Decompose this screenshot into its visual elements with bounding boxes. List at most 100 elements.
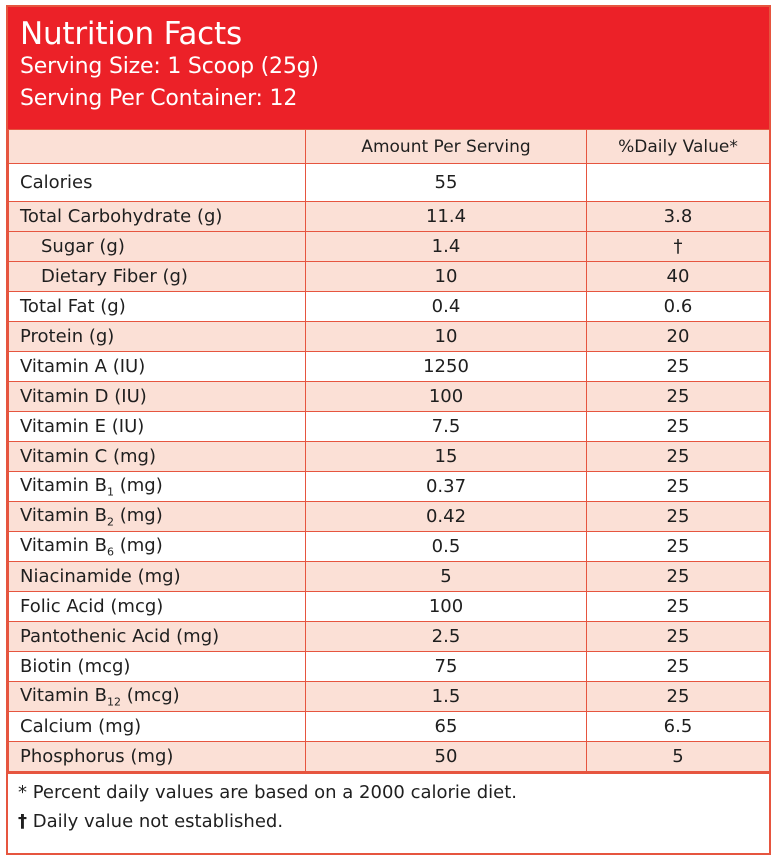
nutrient-amount: 2.5 bbox=[305, 621, 587, 652]
table-row-total-carbohydrate: Total Carbohydrate (g) 11.4 3.8 bbox=[8, 201, 770, 232]
table-row-calories: Calories 55 bbox=[8, 163, 770, 202]
nutrient-daily-value: 0.6 bbox=[586, 291, 770, 322]
nutrient-amount: 65 bbox=[305, 711, 587, 742]
nutrient-name-subscript: 12 bbox=[107, 695, 122, 709]
nutrient-name: Vitamin A (IU) bbox=[8, 351, 306, 382]
table-row-total-fat: Total Fat (g) 0.4 0.6 bbox=[8, 291, 770, 322]
table-row-vitamin-b12: Vitamin B12 (mcg) 1.5 25 bbox=[8, 681, 770, 712]
nutrient-name: Vitamin D (IU) bbox=[8, 381, 306, 412]
nutrient-daily-value: 40 bbox=[586, 261, 770, 292]
nutrient-name: Sugar (g) bbox=[8, 231, 306, 262]
nutrient-name: Protein (g) bbox=[8, 321, 306, 352]
nutrient-name: Total Fat (g) bbox=[8, 291, 306, 322]
nutrient-name-suffix: (mg) bbox=[114, 534, 163, 556]
table-row-vitamin-c: Vitamin C (mg) 15 25 bbox=[8, 441, 770, 472]
nutrient-daily-value: † bbox=[586, 231, 770, 262]
nutrient-amount: 1.4 bbox=[305, 231, 587, 262]
nutrient-amount: 0.5 bbox=[305, 531, 587, 562]
nutrient-name: Folic Acid (mcg) bbox=[8, 591, 306, 622]
nutrient-amount: 15 bbox=[305, 441, 587, 472]
nutrient-name: Dietary Fiber (g) bbox=[8, 261, 306, 292]
nutrient-name-prefix: Vitamin B bbox=[20, 504, 108, 526]
nutrient-name: Vitamin C (mg) bbox=[8, 441, 306, 472]
label-header: Nutrition Facts Serving Size: 1 Scoop (2… bbox=[8, 7, 769, 129]
dagger-symbol: † bbox=[18, 811, 27, 832]
nutrient-daily-value: 5 bbox=[586, 741, 770, 772]
nutrient-daily-value: 20 bbox=[586, 321, 770, 352]
nutrient-amount: 11.4 bbox=[305, 201, 587, 232]
nutrient-name-subscript: 6 bbox=[107, 545, 115, 559]
table-row-biotin: Biotin (mcg) 75 25 bbox=[8, 651, 770, 682]
footnote-percent-daily: * Percent daily values are based on a 20… bbox=[18, 782, 517, 803]
table-row-pantothenic-acid: Pantothenic Acid (mg) 2.5 25 bbox=[8, 621, 770, 652]
nutrient-name: Vitamin B2 (mg) bbox=[8, 501, 306, 532]
label-title: Nutrition Facts bbox=[20, 16, 242, 52]
nutrient-name: Calcium (mg) bbox=[8, 711, 306, 742]
label-footer: * Percent daily values are based on a 20… bbox=[8, 772, 769, 836]
footnote-dagger-text: Daily value not established. bbox=[27, 811, 284, 832]
nutrient-name-suffix: (mcg) bbox=[121, 684, 180, 706]
nutrient-name-subscript: 1 bbox=[107, 485, 115, 499]
nutrient-name-prefix: Vitamin B bbox=[20, 474, 108, 496]
footnote-dagger: † Daily value not established. bbox=[18, 807, 769, 836]
table-row-calcium: Calcium (mg) 65 6.5 bbox=[8, 711, 770, 742]
nutrient-daily-value: 25 bbox=[586, 561, 770, 592]
nutrient-name: Phosphorus (mg) bbox=[8, 741, 306, 772]
nutrient-amount: 0.42 bbox=[305, 501, 587, 532]
nutrient-daily-value: 25 bbox=[586, 381, 770, 412]
nutrition-facts-label: Nutrition Facts Serving Size: 1 Scoop (2… bbox=[6, 5, 771, 855]
column-header-amount: Amount Per Serving bbox=[305, 129, 587, 164]
nutrient-amount: 10 bbox=[305, 321, 587, 352]
nutrient-daily-value: 25 bbox=[586, 441, 770, 472]
table-row-vitamin-e: Vitamin E (IU) 7.5 25 bbox=[8, 411, 770, 442]
nutrient-amount: 1250 bbox=[305, 351, 587, 382]
nutrient-daily-value bbox=[586, 163, 770, 202]
column-header-daily-value: %Daily Value* bbox=[586, 129, 770, 164]
nutrient-daily-value: 25 bbox=[586, 591, 770, 622]
table-row-sugar: Sugar (g) 1.4 † bbox=[8, 231, 770, 262]
table-row-protein: Protein (g) 10 20 bbox=[8, 321, 770, 352]
nutrient-amount: 5 bbox=[305, 561, 587, 592]
nutrient-daily-value: 25 bbox=[586, 501, 770, 532]
nutrient-name: Pantothenic Acid (mg) bbox=[8, 621, 306, 652]
nutrient-amount: 100 bbox=[305, 591, 587, 622]
nutrient-daily-value: 3.8 bbox=[586, 201, 770, 232]
table-row-vitamin-b6: Vitamin B6 (mg) 0.5 25 bbox=[8, 531, 770, 562]
table-row-vitamin-d: Vitamin D (IU) 100 25 bbox=[8, 381, 770, 412]
table-row-vitamin-a: Vitamin A (IU) 1250 25 bbox=[8, 351, 770, 382]
nutrient-amount: 1.5 bbox=[305, 681, 587, 712]
nutrient-amount: 55 bbox=[305, 163, 587, 202]
nutrient-name: Niacinamide (mg) bbox=[8, 561, 306, 592]
nutrient-amount: 75 bbox=[305, 651, 587, 682]
nutrient-name-suffix: (mg) bbox=[114, 504, 163, 526]
nutrient-table: Amount Per Serving %Daily Value* Calorie… bbox=[8, 129, 770, 772]
nutrient-amount: 100 bbox=[305, 381, 587, 412]
nutrient-daily-value: 6.5 bbox=[586, 711, 770, 742]
nutrient-name: Vitamin B12 (mcg) bbox=[8, 681, 306, 712]
nutrient-name-prefix: Vitamin B bbox=[20, 534, 108, 556]
nutrient-amount: 0.37 bbox=[305, 471, 587, 502]
nutrient-amount: 10 bbox=[305, 261, 587, 292]
nutrient-name-suffix: (mg) bbox=[114, 474, 163, 496]
servings-per-container: Serving Per Container: 12 bbox=[20, 86, 298, 111]
table-row-dietary-fiber: Dietary Fiber (g) 10 40 bbox=[8, 261, 770, 292]
nutrient-name-prefix: Vitamin B bbox=[20, 684, 108, 706]
nutrient-daily-value: 25 bbox=[586, 681, 770, 712]
nutrient-name: Vitamin B1 (mg) bbox=[8, 471, 306, 502]
nutrient-name: Biotin (mcg) bbox=[8, 651, 306, 682]
nutrient-daily-value: 25 bbox=[586, 531, 770, 562]
nutrient-name-subscript: 2 bbox=[107, 515, 115, 529]
nutrient-daily-value: 25 bbox=[586, 471, 770, 502]
table-row-phosphorus: Phosphorus (mg) 50 5 bbox=[8, 741, 770, 772]
nutrient-name: Vitamin E (IU) bbox=[8, 411, 306, 442]
table-row-niacinamide: Niacinamide (mg) 5 25 bbox=[8, 561, 770, 592]
nutrient-daily-value: 25 bbox=[586, 411, 770, 442]
table-row-folic-acid: Folic Acid (mcg) 100 25 bbox=[8, 591, 770, 622]
nutrient-daily-value: 25 bbox=[586, 621, 770, 652]
nutrient-name: Total Carbohydrate (g) bbox=[8, 201, 306, 232]
nutrient-amount: 7.5 bbox=[305, 411, 587, 442]
nutrient-daily-value: 25 bbox=[586, 351, 770, 382]
nutrient-name: Calories bbox=[8, 163, 306, 202]
nutrient-daily-value: 25 bbox=[586, 651, 770, 682]
table-row-vitamin-b2: Vitamin B2 (mg) 0.42 25 bbox=[8, 501, 770, 532]
